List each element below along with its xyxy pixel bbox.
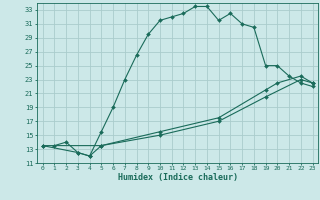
X-axis label: Humidex (Indice chaleur): Humidex (Indice chaleur): [118, 173, 237, 182]
